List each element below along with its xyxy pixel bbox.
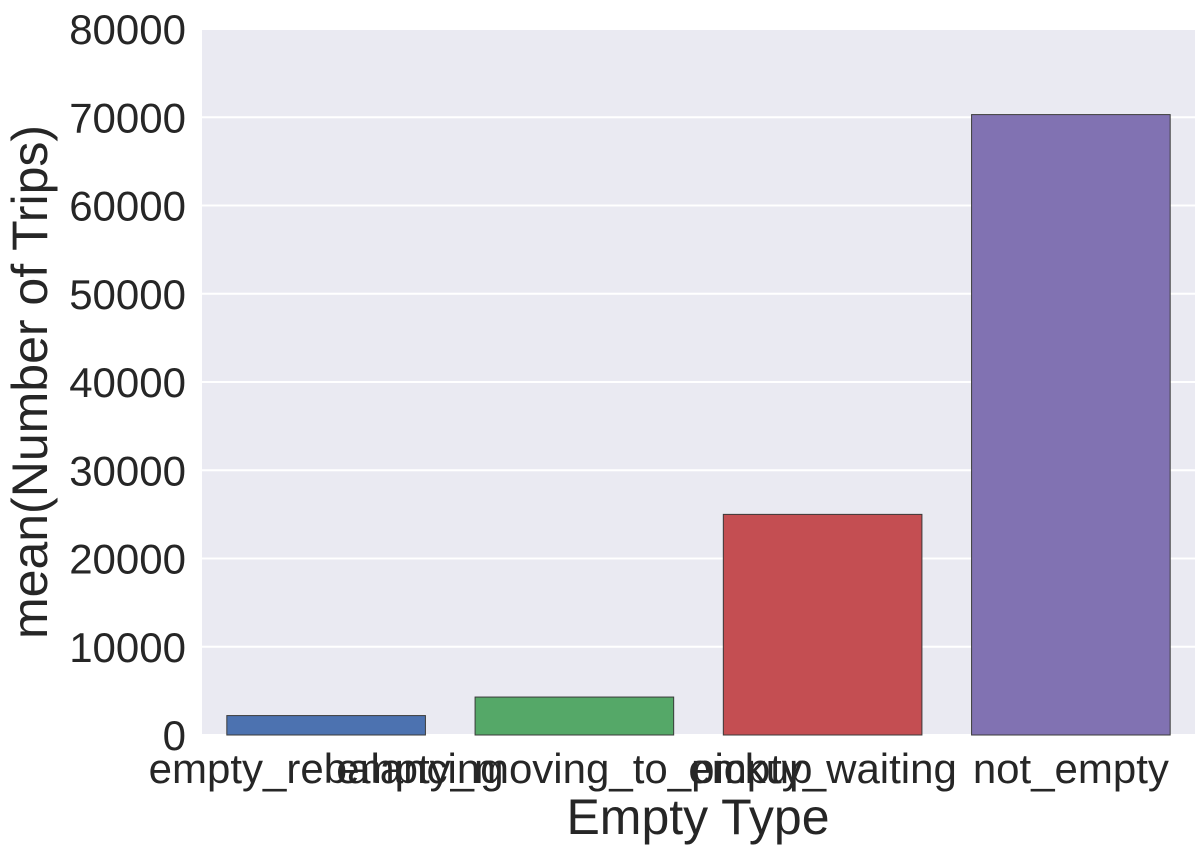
- x-tick-label: not_empty: [973, 745, 1169, 792]
- bar-not-empty: [971, 114, 1171, 736]
- y-tick-labels: 0 10000 20000 30000 40000 50000 60000 70000 8000…: [69, 6, 186, 759]
- x-tick-label: empty_rebalancing: [149, 745, 504, 792]
- x-tick-labels: empty_rebalancingempty_moving_to_pickupe…: [149, 745, 1169, 792]
- y-tick-label: 0: [163, 712, 186, 759]
- x-axis-label: Empty Type: [566, 789, 829, 845]
- x-tick-label: empty_waiting: [688, 745, 956, 792]
- y-tick-label: 40000: [69, 359, 186, 406]
- bars: [226, 114, 1171, 736]
- y-tick-label: 50000: [69, 271, 186, 318]
- bar-empty-waiting: [722, 513, 923, 736]
- y-tick-label: 80000: [69, 6, 186, 53]
- bar-empty-moving-to-pickup: [474, 696, 675, 736]
- y-tick-label: 70000: [69, 94, 186, 141]
- y-tick-label: 10000: [69, 624, 186, 671]
- y-tick-label: 60000: [69, 183, 186, 230]
- y-tick-label: 30000: [69, 447, 186, 494]
- y-axis-label: mean(Number of Trips): [2, 125, 58, 639]
- x-tick-label: empty_moving_to_pickup: [336, 745, 812, 792]
- y-tick-label: 20000: [69, 536, 186, 583]
- bar-empty-rebalancing: [226, 715, 426, 736]
